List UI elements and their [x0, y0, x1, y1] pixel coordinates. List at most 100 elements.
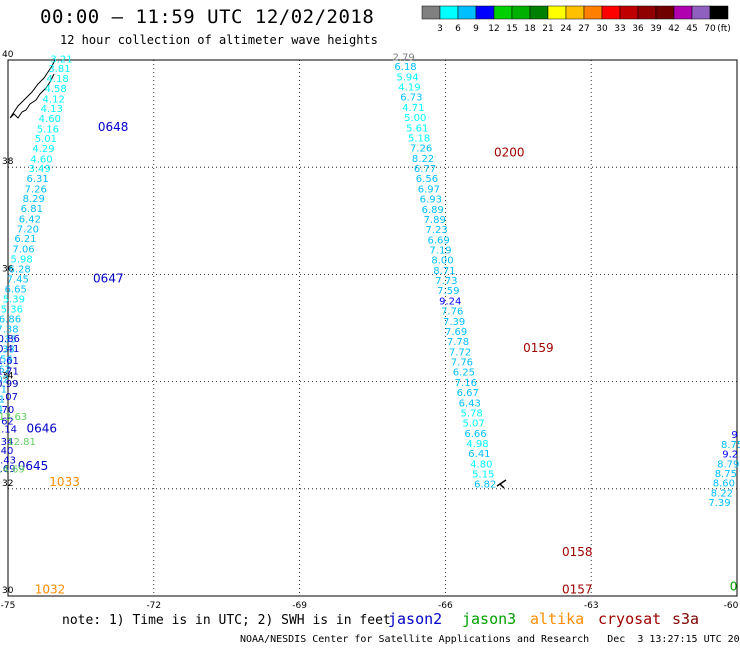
y-tick-label: 38 — [2, 157, 14, 167]
legend-s3a: s3a — [672, 610, 700, 628]
colorbar-label: (ft) — [717, 24, 731, 34]
swh-value: 9.40 — [0, 446, 13, 457]
swh-value: 7.26 — [25, 184, 47, 195]
swh-value: 6.66 — [464, 429, 486, 440]
colorbar-label: 3 — [437, 24, 443, 34]
swh-value: 6.43 — [459, 398, 481, 409]
legend-altika: altika — [530, 610, 585, 628]
swh-value: 7.16 — [455, 378, 477, 389]
colorbar-label: 42 — [668, 24, 679, 34]
swh-value: 6.69 — [427, 235, 449, 246]
x-tick-label: -63 — [584, 601, 599, 611]
swh-value: 5.36 — [1, 304, 23, 315]
swh-value: 7.69 — [445, 327, 467, 338]
map-subtitle: 12 hour collection of altimeter wave hei… — [60, 33, 378, 47]
colorbar-label: 9 — [473, 24, 479, 34]
colorbar: 3 6 9 12 15 18 21 24 27 30 33 36 39 42 45 70 (ft) — [421, 5, 731, 34]
swh-value: 6.56 — [416, 174, 438, 185]
swh-value: 7.35 — [0, 334, 17, 345]
colorbar-label: 33 — [614, 24, 625, 34]
swh-value: 5.18 — [408, 133, 430, 144]
x-tick-label: -72 — [146, 601, 161, 611]
y-tick-label: 30 — [2, 586, 14, 596]
legend-cryosat: cryosat — [598, 610, 662, 628]
swh-value: 4.58 — [44, 84, 66, 95]
colorbar-label: 70 — [704, 24, 716, 34]
swh-value: 6.67 — [457, 388, 479, 399]
colorbar-label: 45 — [686, 24, 697, 34]
swh-value: 5.07 — [462, 419, 484, 430]
swh-value: 5.94 — [396, 72, 418, 83]
swh-value: 6.81 — [21, 204, 43, 215]
swh-value: 8.75 — [721, 440, 740, 451]
swh-value: 6.21 — [14, 234, 36, 245]
pass-time-label: 1033 — [49, 475, 80, 489]
swh-value-jason3: 14.69 — [0, 465, 25, 476]
pass-time-label: 0 — [730, 580, 738, 594]
colorbar-label: 18 — [524, 24, 536, 34]
y-tick-label: 36 — [2, 264, 14, 274]
swh-value: 10.41 — [0, 344, 19, 355]
colorbar-label: 36 — [632, 24, 644, 34]
pass-time-label: 0645 — [18, 459, 49, 473]
swh-value: 5.61 — [406, 123, 428, 134]
swh-value: 6.93 — [420, 195, 442, 206]
track-marker — [496, 479, 507, 489]
swh-value: 11.71 — [0, 367, 19, 378]
map-title: 00:00 – 11:59 UTC 12/02/2018 — [40, 6, 375, 28]
swh-value: 5.16 — [37, 124, 59, 135]
swh-value: 5.01 — [35, 134, 57, 145]
colorbar-label: 30 — [596, 24, 608, 34]
swh-value: 7.39 — [708, 498, 730, 509]
swh-value: 6.89 — [422, 205, 444, 216]
swh-value: 7.76 — [451, 358, 473, 369]
colorbar-label: 21 — [542, 24, 553, 34]
swh-value: 6.82 — [474, 480, 496, 491]
swh-value: 8.75 — [715, 469, 737, 480]
swh-value: 7.45 — [7, 274, 29, 285]
pass-time-label: 0159 — [523, 341, 554, 355]
legend-jason2: jason2 — [388, 610, 443, 628]
x-tick-label: -69 — [292, 601, 307, 611]
swh-value: 5.98 — [10, 255, 32, 266]
swh-value: 7.44 — [0, 405, 3, 416]
colorbar-swatch — [709, 5, 729, 20]
map-frame — [7, 59, 738, 597]
swh-value: 8.02 — [0, 375, 9, 386]
swh-value: 6.97 — [418, 184, 440, 195]
swh-value: 2.79 — [392, 53, 414, 64]
swh-value: 9.34 — [0, 437, 13, 448]
swh-value: 6.73 — [400, 93, 422, 104]
pass-time-label: 1032 — [35, 582, 66, 596]
swh-value: 7.06 — [12, 244, 34, 255]
swh-value: 7.72 — [449, 347, 471, 358]
swh-value: 4.29 — [32, 144, 54, 155]
pass-time-label: 0158 — [562, 545, 593, 559]
swh-value: 4.80 — [470, 459, 492, 470]
swh-value: 5.00 — [404, 113, 426, 124]
pass-time-label: 0200 — [494, 145, 525, 159]
swh-value: 8.63 — [0, 414, 1, 425]
pass-time-label: 0157 — [562, 582, 593, 596]
swh-value: 11.07 — [0, 392, 18, 403]
swh-value: 5.78 — [461, 408, 483, 419]
swh-value: 7.26 — [410, 144, 432, 155]
swh-value: 4.60 — [30, 154, 52, 165]
x-tick-label: -66 — [438, 601, 453, 611]
swh-value: 9.2 — [722, 450, 738, 461]
swh-value: 8.60 — [713, 479, 735, 490]
swh-value: 6.25 — [453, 368, 475, 379]
swh-value: 9 — [731, 430, 737, 441]
pass-time-label: 0648 — [98, 120, 129, 134]
swh-value: 6.31 — [27, 174, 49, 185]
coastline — [9, 59, 56, 119]
swh-value: 8.56 — [0, 354, 13, 365]
y-tick-label: 34 — [2, 372, 14, 382]
swh-value: 7.20 — [17, 225, 39, 236]
colorbar-label: 24 — [560, 24, 572, 34]
pass-time-label: 0646 — [26, 422, 57, 436]
swh-value: 14.69 — [0, 464, 16, 475]
swh-value: 10.99 — [0, 379, 18, 390]
swh-value: 4.98 — [466, 439, 488, 450]
swh-value-jason3: 13.63 — [0, 412, 27, 423]
